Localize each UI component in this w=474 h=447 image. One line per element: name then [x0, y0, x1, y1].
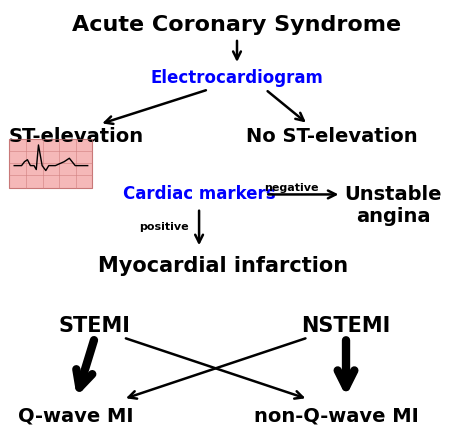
FancyBboxPatch shape	[9, 139, 92, 188]
Text: STEMI: STEMI	[59, 316, 131, 336]
Text: NSTEMI: NSTEMI	[301, 316, 391, 336]
Text: Q-wave MI: Q-wave MI	[18, 406, 134, 425]
Text: Myocardial infarction: Myocardial infarction	[98, 256, 348, 276]
Text: No ST-elevation: No ST-elevation	[246, 127, 418, 146]
Text: Cardiac markers: Cardiac markers	[123, 186, 275, 203]
Text: non-Q-wave MI: non-Q-wave MI	[254, 406, 419, 425]
Text: Acute Coronary Syndrome: Acute Coronary Syndrome	[73, 15, 401, 34]
Text: negative: negative	[264, 183, 319, 193]
Text: ST-elevation: ST-elevation	[8, 127, 144, 146]
Text: Unstable
angina: Unstable angina	[345, 185, 442, 226]
Text: positive: positive	[139, 222, 188, 232]
Text: Electrocardiogram: Electrocardiogram	[151, 69, 323, 87]
